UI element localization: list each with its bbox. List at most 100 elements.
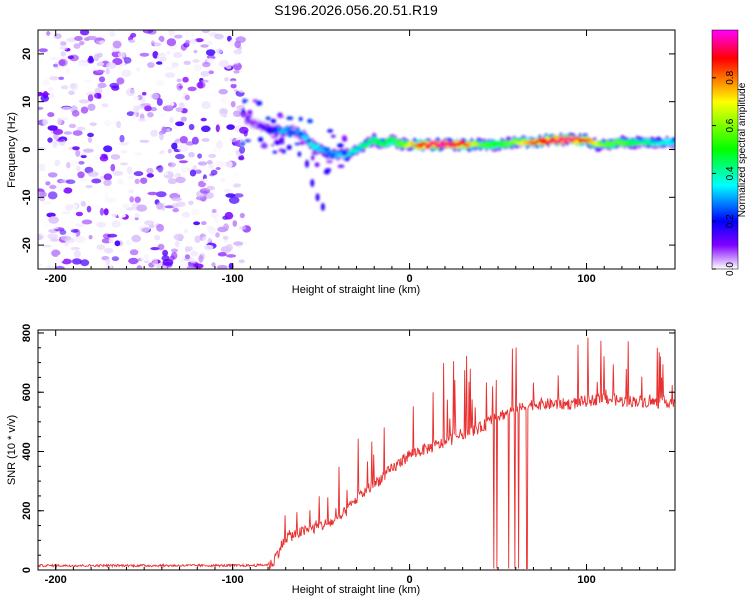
noise-blob (97, 82, 107, 89)
ridge-mark (450, 141, 455, 145)
branch-mark (320, 202, 325, 211)
noise-blob (43, 221, 51, 229)
ridge-mark (662, 138, 668, 143)
noise-blob (120, 162, 128, 166)
noise-blob (71, 110, 80, 117)
ridge-mark (270, 143, 275, 147)
noise-blob (225, 243, 233, 252)
ridge-mark (288, 126, 293, 129)
noise-blob (77, 171, 85, 179)
noise-blob (110, 163, 116, 172)
noise-blob (55, 183, 66, 192)
noise-blob (178, 160, 188, 164)
noise-blob (103, 179, 112, 186)
noise-blob (185, 141, 195, 146)
ridge-mark (286, 144, 292, 150)
y-tick-label: 200 (21, 502, 33, 520)
noise-blob (131, 234, 142, 243)
noise-blob (118, 96, 124, 102)
branch-mark (305, 159, 309, 168)
noise-blob (238, 156, 245, 161)
ridge-mark (397, 143, 403, 148)
ridge-mark (344, 156, 350, 162)
ridge-mark (297, 151, 302, 157)
noise-blob (129, 67, 137, 74)
noise-blob (48, 216, 59, 224)
noise-blob (214, 217, 219, 224)
noise-blob (49, 184, 57, 190)
noise-blob (201, 125, 211, 133)
ridge-mark (326, 160, 333, 164)
noise-blob (54, 159, 61, 167)
noise-blob (156, 224, 165, 232)
noise-blob (184, 246, 190, 253)
noise-blob (134, 178, 140, 184)
noise-blob (46, 31, 51, 36)
noise-blob (70, 229, 79, 233)
noise-blob (223, 188, 232, 193)
noise-blob (78, 161, 85, 165)
noise-blob (39, 196, 46, 202)
noise-blob (47, 137, 53, 143)
noise-blob (128, 189, 134, 194)
noise-blob (188, 151, 195, 158)
noise-blob (166, 50, 171, 55)
noise-blob (238, 225, 247, 231)
noise-blob (201, 101, 211, 110)
noise-blob (92, 66, 100, 71)
noise-blob (39, 191, 47, 198)
noise-blob (176, 186, 183, 195)
noise-blob (232, 183, 242, 188)
noise-blob (230, 83, 237, 89)
x-tick-label: -200 (45, 574, 67, 586)
noise-blob (57, 117, 62, 125)
y-tick-label: 0 (21, 146, 33, 152)
noise-blob (217, 252, 227, 257)
noise-blob (117, 51, 126, 58)
noise-blob (233, 70, 240, 74)
noise-blob (239, 126, 249, 134)
noise-blob (86, 205, 92, 213)
noise-blob (175, 121, 185, 127)
colorbar-ticks: 0.0 0.2 0.4 0.6 0.8 (712, 70, 736, 276)
noise-blob (185, 30, 195, 37)
noise-blob (233, 173, 238, 178)
noise-blob (120, 150, 128, 154)
noise-blob (53, 33, 62, 39)
ridge-mark (437, 144, 443, 148)
ridge-mark (395, 139, 400, 145)
ridge-mark (278, 148, 284, 152)
noise-blob (103, 145, 113, 153)
snr-line (38, 337, 675, 570)
noise-blob (185, 39, 191, 45)
noise-blob (139, 52, 150, 57)
noise-blob (94, 92, 102, 99)
noise-blob (194, 235, 201, 243)
noise-blob (167, 105, 173, 109)
noise-blob (58, 76, 65, 81)
noise-blob (200, 70, 210, 77)
noise-blob (195, 169, 202, 174)
ridge-mark (272, 150, 278, 154)
y-tick-label: 400 (21, 442, 33, 460)
noise-blob (77, 61, 88, 67)
noise-blob (215, 124, 220, 133)
noise-blob (57, 254, 65, 262)
noise-blob (150, 247, 160, 251)
x-tick-label: -100 (222, 574, 244, 586)
noise-blob (133, 171, 144, 177)
noise-blob (173, 233, 185, 241)
noise-blob (224, 77, 229, 82)
branch-mark (310, 179, 315, 187)
ridge-mark (660, 141, 666, 145)
noise-blob (52, 141, 58, 149)
noise-blob (42, 118, 49, 126)
noise-blob (51, 249, 61, 257)
noise-blob (75, 236, 86, 243)
noise-blob (69, 159, 80, 167)
noise-blob (179, 253, 184, 260)
ridge-mark (603, 143, 608, 147)
ridge-mark (635, 139, 640, 144)
spectrogram-x-axis-label: Height of straight line (km) (292, 284, 420, 296)
noise-blob (99, 155, 109, 162)
